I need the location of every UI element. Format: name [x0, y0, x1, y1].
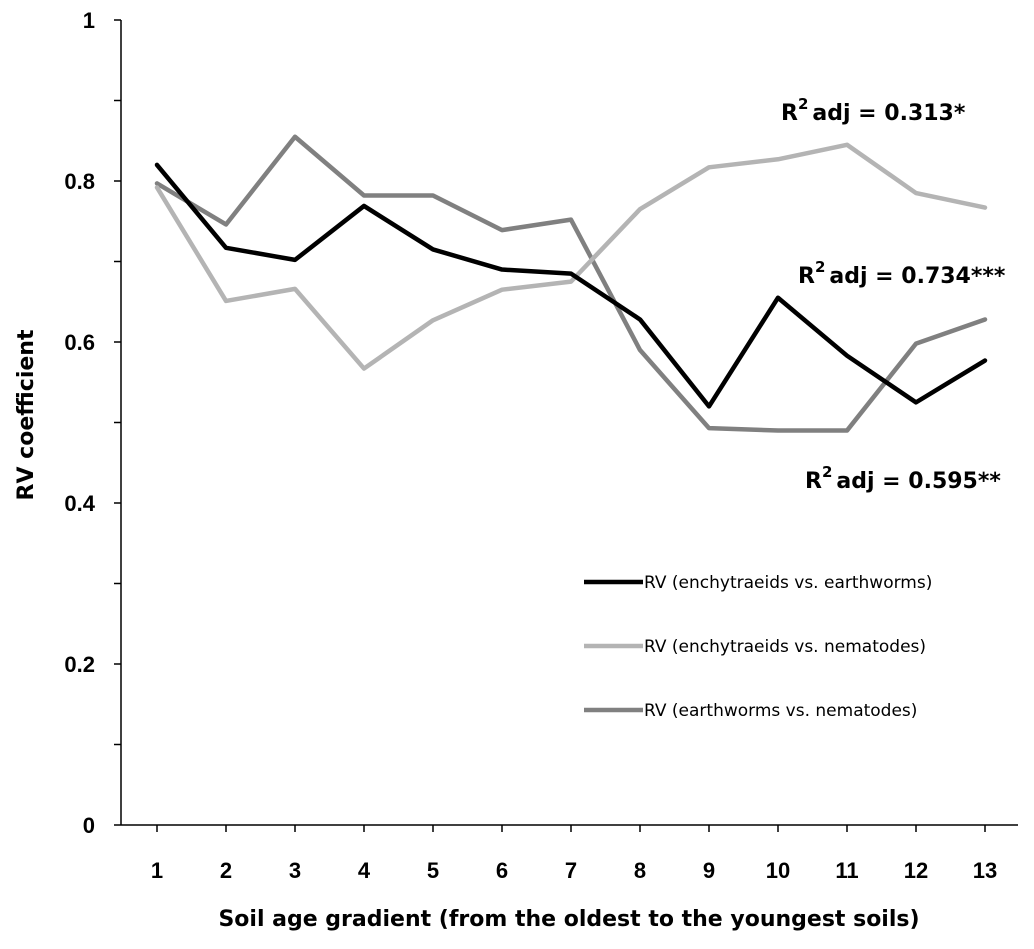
r2-annotation-2: R2 adj = 0.734***	[798, 258, 1006, 289]
r2-annotation-3: R2 adj = 0.595**	[805, 463, 1001, 494]
series-line-2	[154, 142, 988, 371]
x-tick-label: 8	[634, 858, 646, 883]
annotations: R2 adj = 0.313* R2 adj = 0.734*** R2 adj = 0.…	[781, 95, 1006, 494]
legend-label-3: RV (earthworms vs. nematodes)	[644, 701, 917, 721]
y-tick-label: 0	[83, 813, 95, 838]
x-tick-label: 11	[835, 858, 858, 883]
y-tick-labels: 0 0.2 0.4 0.6 0.8 1	[64, 8, 95, 838]
y-tick-label: 0.6	[64, 330, 95, 355]
x-tick-label: 5	[427, 858, 439, 883]
x-tick-label: 1	[151, 858, 163, 883]
legend-label-1: RV (enchytraeids vs. earthworms)	[644, 573, 932, 593]
series-line-3	[154, 134, 988, 433]
y-tick-label: 0.4	[64, 491, 95, 516]
x-tick-label: 4	[358, 858, 371, 883]
y-tick-label: 0.8	[64, 169, 95, 194]
x-tick-label: 2	[220, 858, 232, 883]
x-axis-title: Soil age gradient (from the oldest to th…	[218, 907, 919, 932]
r2-annotation-1: R2 adj = 0.313*	[781, 95, 966, 126]
x-tick-label: 9	[703, 858, 715, 883]
x-tick-labels: 1 2 3 4 5 6 7 8 9 10 11 12 13	[151, 858, 997, 883]
x-tick-label: 6	[496, 858, 508, 883]
series-layer	[154, 134, 988, 433]
legend-label-2: RV (enchytraeids vs. nematodes)	[644, 637, 926, 657]
x-tick-label: 10	[766, 858, 790, 883]
y-axis-title: RV coefficient	[14, 329, 39, 500]
x-tick-label: 3	[289, 858, 301, 883]
y-tick-label: 0.2	[64, 652, 95, 677]
series-line-1	[154, 162, 988, 409]
legend: RV (enchytraeids vs. earthworms) RV (ench…	[584, 573, 932, 721]
x-tick-label: 7	[565, 858, 577, 883]
x-tick-label: 12	[904, 858, 928, 883]
axes	[114, 19, 1018, 832]
x-tick-label: 13	[973, 858, 997, 883]
y-tick-label: 1	[83, 8, 95, 33]
